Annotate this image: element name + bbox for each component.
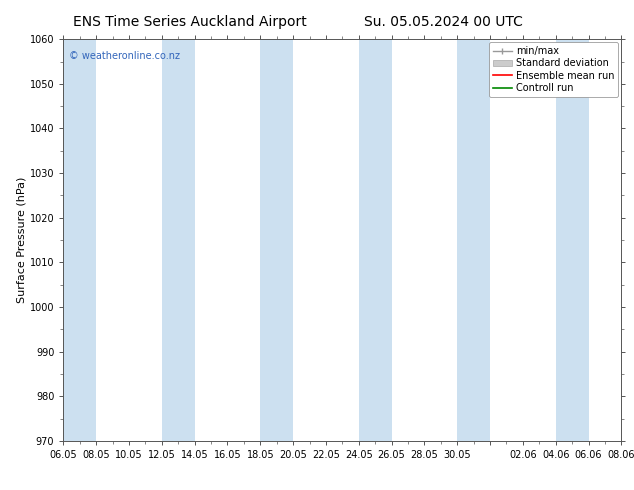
- Text: © weatheronline.co.nz: © weatheronline.co.nz: [69, 51, 180, 61]
- Legend: min/max, Standard deviation, Ensemble mean run, Controll run: min/max, Standard deviation, Ensemble me…: [489, 42, 618, 97]
- Y-axis label: Surface Pressure (hPa): Surface Pressure (hPa): [17, 177, 27, 303]
- Text: ENS Time Series Auckland Airport: ENS Time Series Auckland Airport: [74, 15, 307, 29]
- Bar: [261, 39, 293, 441]
- Text: Su. 05.05.2024 00 UTC: Su. 05.05.2024 00 UTC: [365, 15, 523, 29]
- Bar: [162, 39, 195, 441]
- Bar: [359, 39, 392, 441]
- Bar: [457, 39, 490, 441]
- Bar: [63, 39, 96, 441]
- Bar: [555, 39, 588, 441]
